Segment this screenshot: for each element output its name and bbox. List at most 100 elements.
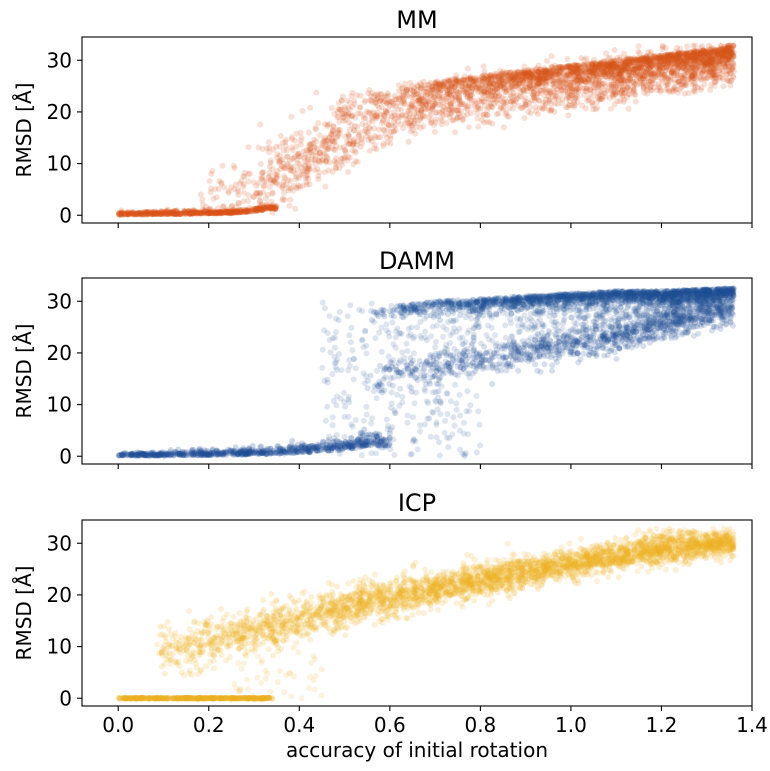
scatter-point (596, 96, 603, 103)
scatter-point (302, 151, 309, 158)
scatter-point (259, 174, 266, 181)
scatter-point (442, 111, 449, 118)
scatter-point (246, 205, 253, 212)
scatter-point (347, 302, 354, 309)
scatter-point (591, 66, 598, 73)
scatter-point (290, 164, 297, 170)
scatter-point (513, 92, 520, 99)
scatter-point (548, 63, 555, 70)
scatter-point (241, 173, 248, 180)
scatter-point (390, 123, 397, 130)
scatter-point (224, 208, 231, 215)
scatter-point (567, 92, 574, 99)
scatter-point (442, 417, 449, 424)
scatter-point (454, 104, 461, 111)
scatter-point (345, 393, 352, 400)
scatter-point (259, 207, 265, 214)
scatter-point (206, 210, 213, 217)
scatter-point (698, 49, 705, 56)
scatter-point (276, 181, 283, 188)
scatter-point (461, 86, 468, 93)
scatter-point (295, 150, 302, 157)
scatter-point (503, 87, 510, 94)
scatter-point (334, 437, 341, 444)
scatter-point (621, 78, 628, 85)
scatter-point (210, 195, 217, 202)
scatter-point (456, 99, 463, 106)
scatter-point (700, 62, 707, 69)
scatter-point (368, 300, 375, 307)
scatter-point (540, 75, 547, 82)
scatter-point (454, 114, 461, 121)
scatter-point (711, 74, 718, 81)
scatter-point (526, 79, 533, 86)
scatter-point (283, 136, 290, 143)
scatter-point (601, 67, 608, 74)
scatter-point (563, 75, 570, 82)
scatter-point (690, 50, 697, 57)
scatter-point (531, 86, 538, 93)
scatter-point (333, 160, 339, 167)
scatter-point (480, 92, 487, 99)
scatter-point (418, 109, 425, 116)
scatter-point (596, 82, 603, 89)
scatter-point (617, 71, 624, 78)
scatter-point (611, 72, 618, 79)
scatter-point (607, 75, 614, 82)
scatter-point (545, 67, 552, 74)
scatter-point (566, 82, 573, 89)
scatter-point (639, 62, 646, 68)
scatter-point (358, 137, 365, 144)
scatter-point (194, 209, 200, 216)
scatter-point (414, 82, 421, 88)
scatter-point (417, 100, 424, 107)
scatter-point (654, 87, 661, 94)
scatter-point (689, 52, 696, 59)
scatter-point (397, 94, 403, 101)
scatter-point (271, 203, 278, 210)
scatter-point (463, 105, 470, 112)
scatter-point (329, 422, 336, 429)
scatter-point (444, 390, 451, 397)
scatter-point (692, 52, 699, 59)
scatter-point (610, 60, 617, 67)
scatter-point (618, 80, 625, 87)
scatter-point (494, 78, 501, 85)
scatter-point (167, 209, 174, 216)
y-tick-label: 30 (47, 48, 72, 72)
scatter-point (283, 147, 290, 153)
scatter-point (449, 95, 456, 102)
scatter-point (178, 210, 185, 217)
scatter-point (673, 56, 680, 63)
scatter-point (567, 68, 574, 75)
scatter-point (161, 209, 168, 216)
scatter-point (259, 176, 266, 183)
scatter-point (685, 52, 692, 59)
scatter-point (662, 74, 669, 80)
scatter-point (280, 182, 287, 189)
scatter-point (591, 63, 597, 70)
scatter-point (521, 69, 528, 76)
scatter-point (631, 62, 638, 69)
scatter-point (228, 184, 235, 191)
scatter-point (549, 74, 556, 81)
scatter-point (608, 74, 615, 81)
scatter-point (509, 73, 516, 80)
scatter-point (726, 63, 733, 70)
scatter-point (312, 156, 319, 163)
scatter-point (446, 91, 453, 97)
scatter-point (246, 451, 253, 457)
scatter-point (499, 81, 506, 87)
scatter-point (519, 104, 526, 111)
scatter-point (617, 77, 624, 84)
scatter-point (673, 55, 680, 62)
scatter-point (645, 71, 652, 78)
scatter-point (330, 137, 337, 144)
scatter-point (541, 66, 548, 73)
scatter-point (149, 211, 156, 217)
scatter-point (348, 122, 355, 128)
scatter-point (438, 115, 444, 122)
scatter-point (561, 65, 567, 71)
scatter-point (208, 208, 215, 215)
